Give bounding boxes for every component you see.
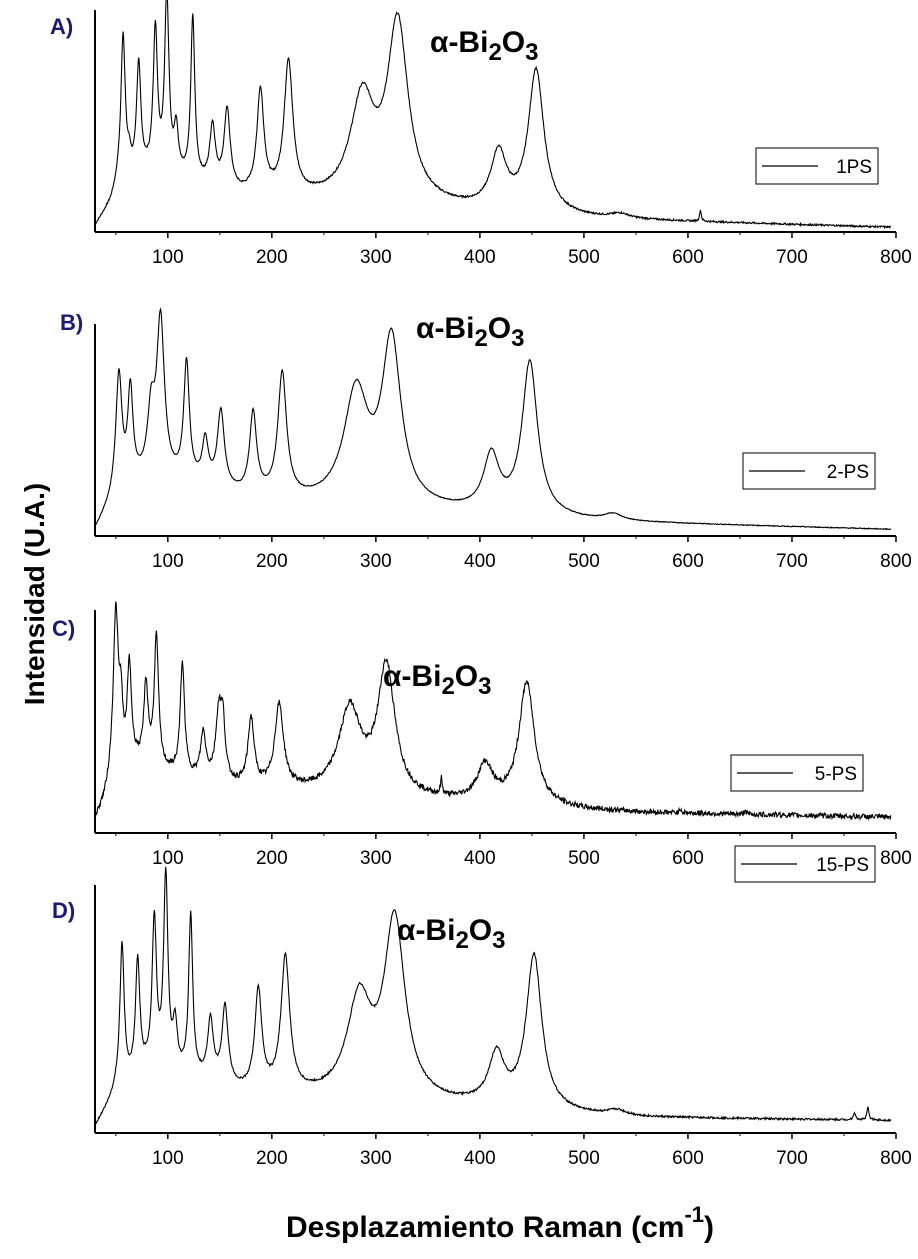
x-tick-label: 400	[464, 848, 496, 869]
y-axis-title: Intensidad (U.A.)	[19, 483, 50, 705]
phase-annotation: α-Bi2O3	[397, 914, 506, 954]
phase-annotation-part: 2	[441, 673, 454, 700]
panel-label: C)	[52, 616, 75, 641]
spectrum-line	[94, 866, 892, 1126]
spectrum-line	[94, 0, 891, 230]
panel-label: B)	[60, 310, 83, 335]
phase-annotation-part: 2	[488, 39, 501, 66]
panel-label: D)	[52, 898, 75, 923]
x-tick-label: 500	[568, 848, 600, 869]
phase-annotation-part: 3	[511, 325, 524, 352]
phase-annotation-part: O	[469, 914, 492, 947]
x-tick-label: 100	[152, 848, 184, 869]
x-tick-label: 400	[464, 551, 496, 572]
x-tick-label: 100	[152, 551, 184, 572]
x-tick-label: 700	[776, 551, 808, 572]
x-axis-title-superscript: -1	[684, 1202, 704, 1227]
x-tick-label: 700	[776, 247, 808, 268]
spectrum-line	[94, 601, 892, 822]
x-tick-label: 600	[672, 848, 704, 869]
panel-1: 100 200 300 400 500 600 700 800 A) α-Bi2O3 1PS	[50, 0, 912, 268]
panel-4: 100 200 300 400 500 600 700 800 D) α-Bi2O3 15-PS	[52, 845, 912, 1169]
x-axis-title: Desplazamiento Raman (cm-1)	[286, 1202, 714, 1244]
x-tick-label: 600	[672, 551, 704, 572]
x-tick-label: 200	[256, 551, 288, 572]
x-tick-label: 500	[568, 1148, 600, 1169]
x-tick-label: 100	[152, 247, 184, 268]
phase-annotation-part: 2	[474, 325, 487, 352]
x-tick-label: 300	[360, 1148, 392, 1169]
legend-label: 15-PS	[816, 855, 869, 876]
phase-annotation-part: 3	[525, 39, 538, 66]
x-tick-label: 400	[464, 247, 496, 268]
x-axis-title-close: )	[704, 1211, 714, 1244]
legend: 2-PS	[742, 452, 876, 490]
x-tick-label: 100	[152, 1148, 184, 1169]
x-tick-label: 500	[568, 247, 600, 268]
panel-label: A)	[50, 14, 73, 39]
x-tick-label: 800	[880, 1148, 912, 1169]
phase-annotation-part: 2	[455, 927, 468, 954]
x-tick-label: 800	[880, 247, 912, 268]
spectrum-line	[94, 307, 892, 531]
phase-annotation-part: O	[502, 26, 525, 59]
x-tick-label: 500	[568, 551, 600, 572]
phase-annotation: α-Bi2O3	[383, 660, 492, 700]
phase-annotation-part: 3	[492, 927, 505, 954]
x-tick-label: 200	[256, 247, 288, 268]
phase-annotation-part: α-Bi	[383, 660, 441, 693]
x-axis-title-main: Desplazamiento Raman (cm	[286, 1211, 684, 1244]
x-tick-label: 400	[464, 1148, 496, 1169]
phase-annotation-part: α-Bi	[430, 26, 488, 59]
phase-annotation-part: 3	[478, 673, 491, 700]
phase-annotation-part: O	[455, 660, 478, 693]
x-tick-label: 300	[360, 848, 392, 869]
x-tick-label: 200	[256, 1148, 288, 1169]
x-tick-label: 600	[672, 1148, 704, 1169]
x-tick-label: 700	[776, 1148, 808, 1169]
x-tick-label: 200	[256, 848, 288, 869]
x-tick-label: 800	[880, 551, 912, 572]
legend-label: 1PS	[836, 157, 872, 178]
legend-label: 5-PS	[815, 764, 857, 785]
phase-annotation: α-Bi2O3	[430, 26, 539, 66]
phase-annotation-part: O	[488, 312, 511, 345]
phase-annotation-part: α-Bi	[397, 914, 455, 947]
legend: 15-PS	[734, 845, 876, 883]
panel-2: 100 200 300 400 500 600 700 800 B) α-Bi2O3 2-PS	[60, 307, 912, 572]
legend-label: 2-PS	[827, 462, 869, 483]
x-tick-label: 300	[360, 247, 392, 268]
x-tick-label: 600	[672, 247, 704, 268]
phase-annotation-part: α-Bi	[416, 312, 474, 345]
legend: 5-PS	[730, 754, 864, 792]
legend: 1PS	[755, 147, 879, 185]
x-tick-label: 300	[360, 551, 392, 572]
phase-annotation: α-Bi2O3	[416, 312, 525, 352]
x-tick-label: 800	[880, 848, 912, 869]
